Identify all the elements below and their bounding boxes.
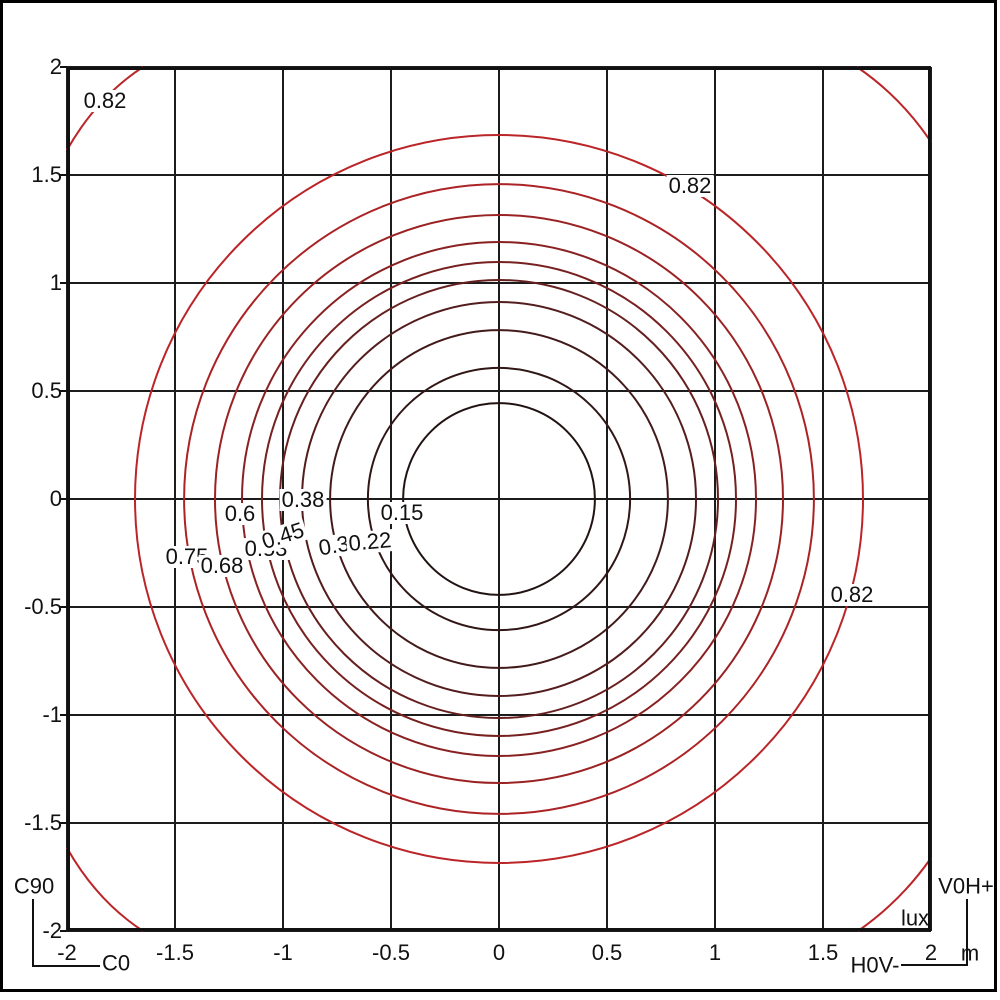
contour-value-label: 0.82 xyxy=(666,173,714,198)
contour-value-label: 0.68 xyxy=(198,553,246,578)
x-tick-label: -0.5 xyxy=(372,940,410,965)
x-tick-label: -2 xyxy=(57,940,77,965)
x-tick-label: 2 xyxy=(924,940,938,965)
x-tick-label: 1 xyxy=(708,940,722,965)
contour-value-label: 0.6 xyxy=(222,501,258,526)
contour-value-label: 0.38 xyxy=(279,487,327,512)
y-tick-label: 1.5 xyxy=(31,162,62,187)
contour-plot-svg xyxy=(66,66,932,932)
contour-value-label: 0.15 xyxy=(378,500,426,525)
contour-circle-0.22 xyxy=(366,366,632,632)
lux-unit-label: lux xyxy=(900,905,930,931)
x-tick-label: 0.5 xyxy=(591,940,623,965)
c90-plane-label: C90 xyxy=(13,873,55,899)
contour-circle-0.3 xyxy=(329,329,669,669)
corner-arc-bottom-right xyxy=(857,857,932,932)
y-axis-tickmarks xyxy=(60,66,67,932)
plot-area xyxy=(66,66,932,932)
corner-arc-bottom-left xyxy=(66,847,144,932)
contour-value-label: 0.82 xyxy=(81,88,129,113)
contour-circle-0.53 xyxy=(261,261,737,737)
meter-unit-label: m xyxy=(960,940,980,966)
contour-circle-0.15 xyxy=(402,402,596,596)
y-tick-label: -1 xyxy=(42,702,62,727)
c90-c0-axis-indicator xyxy=(32,899,100,967)
y-tick-label: 0.5 xyxy=(31,378,62,403)
c0-plane-label: C0 xyxy=(101,950,131,976)
plot-border xyxy=(67,67,931,931)
contour-circle-0.75 xyxy=(183,183,815,815)
y-tick-label: -0.5 xyxy=(24,594,62,619)
contour-circle-0.6 xyxy=(241,241,757,757)
h0v-minus-plane-label: H0V- xyxy=(850,952,900,978)
contour-circle-0.68 xyxy=(214,214,784,784)
contour-circle-0.82 xyxy=(134,134,864,864)
v0h-plus-plane-label: V0H+ xyxy=(938,873,994,899)
x-tick-label: 0 xyxy=(492,940,506,965)
x-tick-label: -1.5 xyxy=(156,940,194,965)
x-tick-label: 1.5 xyxy=(807,940,839,965)
v0h-h0v-axis-indicator xyxy=(901,899,968,966)
contour-value-label: 0.82 xyxy=(828,582,876,607)
y-tick-label: 0 xyxy=(49,486,62,511)
x-tick-label: -1 xyxy=(273,940,293,965)
contour-value-label: 0.22 xyxy=(345,527,395,556)
y-tick-label: 2 xyxy=(49,54,62,79)
corner-arc-top-right xyxy=(856,66,932,143)
y-tick-label: 1 xyxy=(49,270,62,295)
y-tick-label: -1.5 xyxy=(24,810,62,835)
y-tick-label: -2 xyxy=(42,918,62,943)
